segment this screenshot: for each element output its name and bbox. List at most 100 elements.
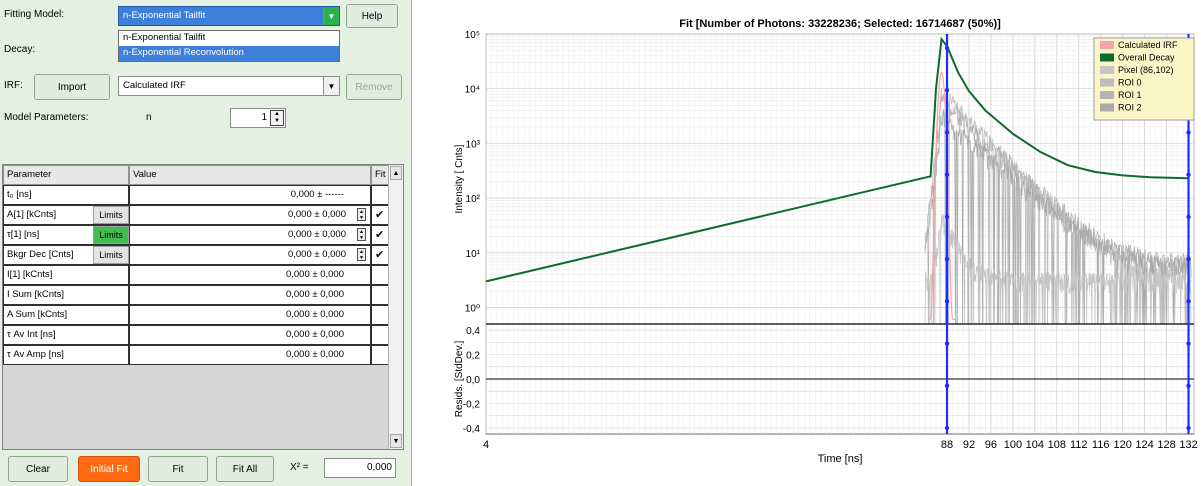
- value-spin-icon[interactable]: ▲ ▼: [357, 208, 366, 221]
- x-tick-label: 132: [1179, 439, 1197, 451]
- legend-label: ROI 2: [1118, 103, 1142, 113]
- range-marker-handle: [944, 383, 950, 388]
- x-tick-label: 124: [1135, 439, 1153, 451]
- decay-label: Decay:: [4, 44, 36, 55]
- residual-y-tick-label: -0,2: [463, 399, 481, 410]
- y-tick-label: 10³: [466, 139, 481, 150]
- fitting-model-combo[interactable]: n-Exponential Tailfit ▼: [118, 6, 340, 26]
- value-spin-icon[interactable]: ▲ ▼: [357, 248, 366, 261]
- param-name-cell: τ Av Int [ns]: [3, 325, 129, 345]
- legend-swatch: [1100, 53, 1114, 62]
- header-parameter: Parameter: [3, 165, 129, 185]
- table-scrollbar[interactable]: ▲ ▼: [388, 165, 403, 449]
- range-marker-handle: [1186, 341, 1191, 346]
- model-param-spinner[interactable]: 1 ▲ ▼: [230, 108, 286, 128]
- table-row: τ[1] [ns] Limits 0,000 ± 0,000 ▲ ▼ ✔: [3, 225, 389, 245]
- fit-chart: Fit [Number of Photons: 33228236; Select…: [454, 18, 1198, 465]
- legend-swatch: [1100, 78, 1114, 87]
- legend-swatch: [1100, 103, 1114, 112]
- chevron-down-icon[interactable]: ▼: [323, 7, 339, 25]
- legend-label: ROI 0: [1118, 78, 1142, 88]
- param-value-cell[interactable]: 0,000 ± 0,000: [129, 245, 371, 265]
- x-tick-label: 108: [1048, 439, 1066, 451]
- range-marker-handle: [944, 341, 950, 346]
- legend-label: Calculated IRF: [1118, 40, 1178, 50]
- irf-value: Calculated IRF: [123, 80, 186, 91]
- range-marker-handle: [1186, 130, 1191, 135]
- chi-square-field: 0,000: [324, 458, 396, 478]
- fit-checkbox-cell[interactable]: [371, 305, 389, 325]
- param-name-cell: t₀ [ns]: [3, 185, 129, 205]
- fitting-model-value: n-Exponential Tailfit: [123, 10, 206, 21]
- range-marker-handle: [944, 130, 950, 135]
- y-tick-label: 10¹: [466, 249, 481, 260]
- fit-checkbox-cell[interactable]: [371, 285, 389, 305]
- header-value: Value: [129, 165, 371, 185]
- range-marker-handle: [1186, 383, 1191, 388]
- range-marker-handle: [1186, 425, 1191, 431]
- param-value-cell: 0,000 ± 0,000: [129, 345, 371, 365]
- limits-button[interactable]: Limits: [93, 206, 129, 224]
- residual-y-axis-title: Resids. [StdDev.]: [454, 341, 465, 418]
- param-value-cell[interactable]: 0,000 ± 0,000: [129, 225, 371, 245]
- legend-label: Pixel (86,102): [1118, 65, 1174, 75]
- fit-checkbox-cell[interactable]: [371, 325, 389, 345]
- range-marker-handle: [944, 172, 950, 177]
- table-row: Bkgr Dec [Cnts] Limits 0,000 ± 0,000 ▲ ▼ ✔: [3, 245, 389, 265]
- x-tick-label: 88: [941, 439, 953, 451]
- scroll-down-icon[interactable]: ▼: [390, 434, 402, 448]
- range-marker-handle: [944, 425, 950, 431]
- x-tick-label: 4: [483, 439, 489, 451]
- legend-label: Overall Decay: [1118, 53, 1175, 63]
- scroll-up-icon[interactable]: ▲: [390, 166, 402, 180]
- table-row: A Sum [kCnts] 0,000 ± 0,000: [3, 305, 389, 325]
- value-spin-icon[interactable]: ▲ ▼: [357, 228, 366, 241]
- fit-button[interactable]: Fit: [148, 456, 208, 482]
- table-header: Parameter Value Fit: [3, 165, 389, 185]
- fit-checkbox-cell[interactable]: [371, 345, 389, 365]
- fit-checkbox-cell[interactable]: ✔: [371, 225, 389, 245]
- checkmark-icon: ✔: [375, 249, 385, 261]
- limits-button[interactable]: Limits: [93, 226, 129, 244]
- remove-button[interactable]: Remove: [346, 74, 402, 100]
- x-tick-label: 100: [1004, 439, 1022, 451]
- param-value-cell[interactable]: 0,000 ± 0,000: [129, 205, 371, 225]
- help-button[interactable]: Help: [346, 4, 398, 28]
- param-value-cell: 0,000 ± 0,000: [129, 305, 371, 325]
- model-parameters-label: Model Parameters:: [4, 112, 89, 123]
- spin-arrows-icon[interactable]: ▲ ▼: [270, 110, 284, 126]
- residual-y-tick-label: -0,4: [463, 424, 481, 435]
- dropdown-option-tailfit[interactable]: n-Exponential Tailfit: [123, 32, 206, 43]
- parameter-table: Parameter Value Fit t₀ [ns] 0,000 ± -----…: [2, 164, 404, 450]
- model-param-name: n: [146, 112, 152, 123]
- table-row: A[1] [kCnts] Limits 0,000 ± 0,000 ▲ ▼ ✔: [3, 205, 389, 225]
- residual-y-tick-label: 0,0: [466, 375, 480, 386]
- fit-checkbox-cell[interactable]: [371, 265, 389, 285]
- param-value-cell: 0,000 ± 0,000: [129, 285, 371, 305]
- import-button[interactable]: Import: [34, 74, 110, 100]
- residual-y-tick-label: 0,4: [466, 326, 480, 337]
- chevron-down-icon[interactable]: ▼: [323, 77, 339, 95]
- y-tick-label: 10⁴: [465, 85, 480, 96]
- range-marker-handle: [944, 45, 950, 51]
- initial-fit-button[interactable]: Initial Fit: [78, 456, 140, 482]
- fit-settings-panel: Fitting Model: n-Exponential Tailfit ▼ H…: [0, 0, 412, 486]
- irf-combo[interactable]: Calculated IRF ▼: [118, 76, 340, 96]
- checkmark-icon: ✔: [375, 209, 385, 221]
- fit-checkbox-cell[interactable]: ✔: [371, 245, 389, 265]
- fitting-model-dropdown: n-Exponential Tailfit n-Exponential Reco…: [118, 30, 340, 62]
- range-marker-handle: [1186, 172, 1191, 177]
- param-name-cell: A Sum [kCnts]: [3, 305, 129, 325]
- dropdown-option-reconvolution[interactable]: n-Exponential Reconvolution: [119, 46, 339, 61]
- chart-title: Fit [Number of Photons: 33228236; Select…: [679, 18, 1001, 30]
- limits-button[interactable]: Limits: [93, 246, 129, 264]
- fit-all-button[interactable]: Fit All: [216, 456, 274, 482]
- fit-checkbox-cell[interactable]: ✔: [371, 205, 389, 225]
- x-tick-label: 96: [985, 439, 997, 451]
- fit-checkbox-cell[interactable]: [371, 185, 389, 205]
- decay-plot-area: [485, 33, 1195, 325]
- clear-button[interactable]: Clear: [8, 456, 68, 482]
- param-value-cell: 0,000 ± 0,000: [129, 325, 371, 345]
- range-marker-handle: [944, 299, 950, 304]
- table-row: τ Av Int [ns] 0,000 ± 0,000: [3, 325, 389, 345]
